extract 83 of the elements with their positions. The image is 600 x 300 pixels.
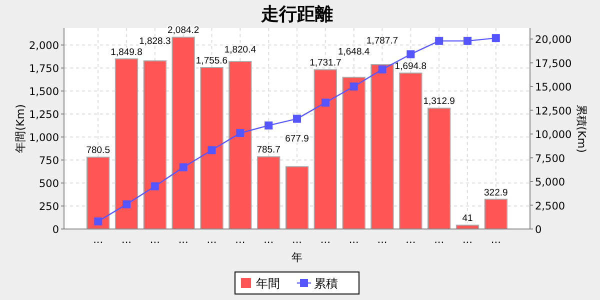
bar	[172, 36, 195, 230]
y-tick-label: 250	[38, 201, 59, 213]
x-tick-label: ...	[377, 234, 388, 246]
point	[94, 217, 102, 226]
x-tick-label: ...	[150, 234, 160, 246]
bar	[114, 58, 138, 230]
bar	[257, 156, 280, 230]
bar	[484, 198, 508, 230]
data-label: 41	[462, 213, 473, 224]
y-tick-label: 500	[38, 178, 59, 190]
point	[208, 146, 216, 154]
y2-tick-label: 2,500	[535, 200, 566, 212]
data-label: 1,312.9	[423, 96, 455, 108]
y-tick-label: 0	[52, 224, 59, 236]
data-label: 1,828.3	[139, 36, 171, 47]
point	[179, 163, 188, 172]
x-tick-label: ...	[206, 234, 217, 246]
bar	[86, 156, 110, 230]
data-label: 1,755.6	[196, 56, 228, 66]
y2-tick-label: 12,500	[535, 105, 572, 118]
x-tick-label: ...	[264, 234, 274, 246]
point	[492, 34, 500, 42]
data-label: 785.7	[256, 144, 280, 156]
point	[321, 98, 330, 107]
point	[435, 36, 444, 45]
x-tick-label: ...	[490, 234, 501, 246]
point	[406, 50, 415, 58]
x-tick-label: ...	[406, 234, 416, 246]
y2-axis-title: 累積(Km)	[575, 104, 588, 153]
point	[350, 82, 358, 91]
x-tick-label: ...	[434, 234, 444, 246]
bar	[228, 61, 252, 230]
x-tick-label: ...	[462, 234, 472, 246]
data-label: 1,820.4	[224, 44, 256, 56]
data-label: 1,787.7	[366, 36, 398, 47]
y2-tick-label: 20,000	[535, 34, 572, 46]
data-label: 677.9	[285, 134, 309, 145]
bar	[427, 108, 451, 230]
y-tick-label: 2,000	[28, 40, 59, 52]
point	[122, 200, 131, 208]
y2-tick-label: 0	[535, 224, 542, 236]
chart-title: 走行距離	[260, 4, 333, 25]
x-tick-label: ...	[320, 234, 330, 246]
data-label: 322.9	[484, 187, 508, 198]
x-tick-label: ...	[348, 234, 359, 246]
bar	[399, 72, 422, 230]
y2-tick-label: 7,500	[535, 152, 566, 165]
point	[150, 182, 159, 190]
point	[236, 129, 244, 138]
data-label: 2,084.2	[167, 24, 200, 36]
legend-label: 累積	[314, 276, 338, 290]
data-label: 1,849.8	[110, 46, 142, 58]
bar	[370, 64, 394, 230]
point	[293, 114, 301, 123]
y-tick-label: 750	[38, 155, 59, 168]
point	[264, 121, 273, 130]
y2-tick-label: 17,500	[535, 58, 572, 70]
y-tick-label: 1,750	[28, 63, 59, 76]
data-label: 1,731.7	[310, 58, 342, 69]
data-label: 1,648.4	[338, 46, 370, 58]
bar	[314, 69, 337, 230]
x-tick-label: ...	[122, 234, 132, 246]
point	[463, 36, 472, 45]
bar	[143, 60, 167, 230]
y2-tick-label: 15,000	[535, 82, 572, 94]
point	[378, 65, 386, 74]
x-tick-label: ...	[292, 234, 302, 246]
legend-label: 年間	[256, 276, 280, 290]
y-tick-label: 1,000	[28, 132, 59, 144]
x-tick-label: ...	[235, 234, 246, 246]
x-tick-label: ...	[178, 234, 188, 246]
bar	[342, 76, 366, 230]
y-tick-label: 1,250	[28, 109, 59, 122]
x-axis-title: 年	[292, 251, 302, 264]
x-tick-label: ...	[93, 234, 104, 246]
y-axis-title: 年間(Km)	[14, 104, 27, 153]
bar	[285, 166, 309, 230]
bar	[200, 67, 224, 230]
y2-tick-label: 10,000	[535, 129, 572, 142]
y2-tick-label: 5,000	[535, 176, 566, 189]
y-tick-label: 1,500	[28, 86, 59, 98]
data-label: 1,694.8	[394, 61, 427, 72]
data-label: 780.5	[86, 145, 110, 156]
